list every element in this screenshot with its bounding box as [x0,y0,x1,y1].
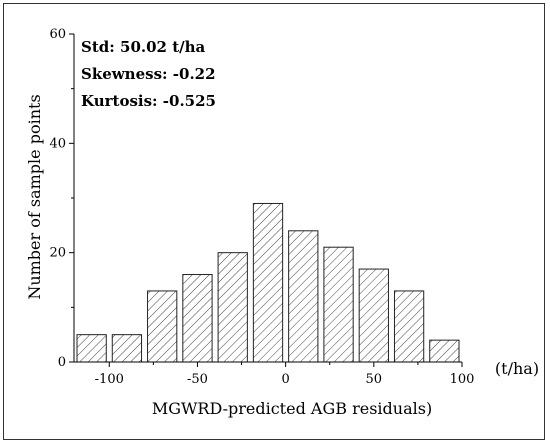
y-tick-label: 0 [58,355,66,370]
x-tick-label: -100 [95,372,124,387]
stat-annotation: Skewness: -0.22 [81,65,216,83]
stat-annotation: Std: 50.02 t/ha [81,38,206,56]
histogram-bar [288,230,319,363]
histogram-bar [111,334,143,363]
axes-group: 0 20 40 60 -100 -50 0 50 100 [49,27,474,387]
y-tick-label: 20 [49,246,66,261]
histogram-bar [358,268,389,363]
histogram-bar [217,252,248,363]
y-tick-label: 60 [49,27,66,42]
y-axis-label: Number of sample points [25,94,44,299]
x-tick-label: 50 [366,372,383,387]
histogram-bar [76,334,107,363]
histogram-bar [323,246,354,363]
histogram-bar [393,290,425,363]
y-tick-label: 40 [49,136,66,151]
x-tick-label: 0 [281,372,289,387]
x-tick-label: 100 [450,372,475,387]
histogram-bar [147,290,178,363]
annotations-group: Std: 50.02 t/ha Skewness: -0.22 Kurtosis: … [81,38,216,110]
histogram-bar [429,339,460,363]
histogram-bar [252,202,284,363]
histogram-bar [182,274,213,363]
bars-group [76,202,460,363]
stat-annotation: Kurtosis: -0.525 [81,92,216,110]
x-tick-label: -50 [187,372,208,387]
x-axis-unit-label: (t/ha) [495,359,539,378]
x-axis-label: MGWRD-predicted AGB residuals) [152,399,432,418]
